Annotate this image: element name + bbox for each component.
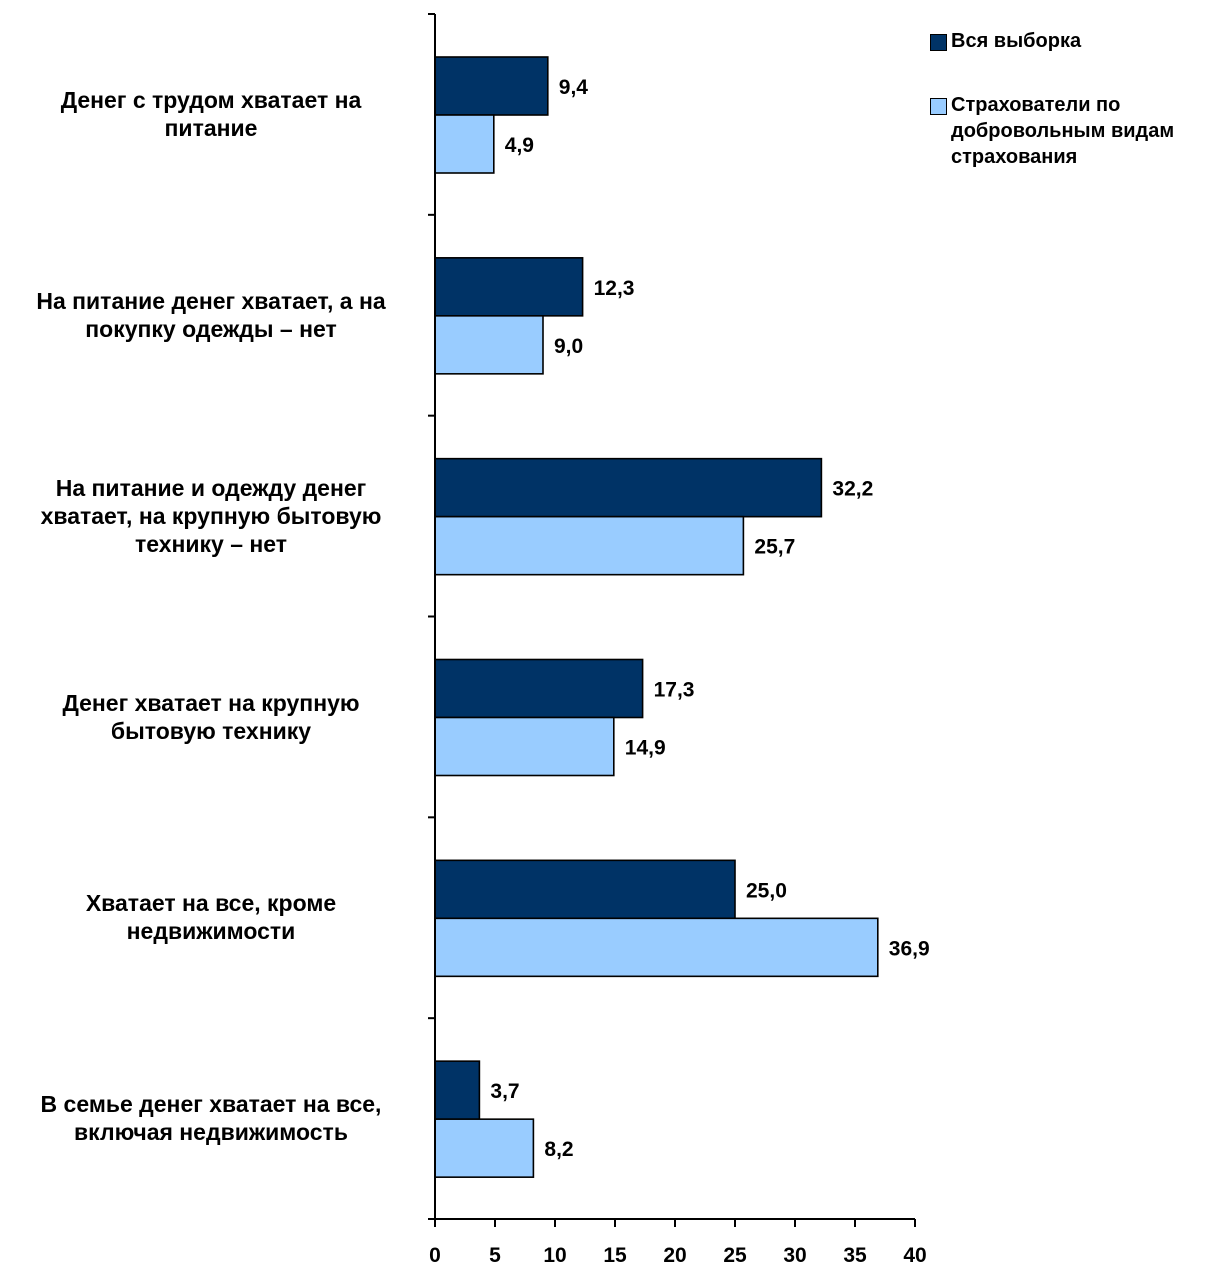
data-label-series-1-cat-4: 17,3 (654, 679, 695, 702)
bar-series-1-cat-4 (434, 658, 644, 719)
bar-series-2-cat-1 (434, 114, 495, 174)
x-tick-label: 15 (603, 1244, 627, 1267)
data-label-series-2-cat-5: 36,9 (889, 937, 930, 960)
bar-series-1-cat-5 (434, 859, 736, 920)
data-label-series-2-cat-2: 9,0 (554, 335, 583, 358)
bar-series-1-cat-2 (434, 257, 584, 317)
category-label-4: Денег хватает на крупную бытовую технику (62, 689, 360, 744)
data-label-series-2-cat-3: 25,7 (754, 536, 795, 559)
x-tick-label: 25 (723, 1244, 747, 1267)
category-label-2: На питание денег хватает, а на покупку од… (36, 287, 386, 342)
bar-series-2-cat-4 (434, 716, 615, 777)
x-tick-label: 0 (429, 1244, 441, 1267)
bar-series-1-cat-1 (434, 56, 549, 116)
category-label-3: На питание и одежду денег хватает, на кру… (40, 474, 382, 557)
data-label-series-1-cat-6: 3,7 (490, 1080, 519, 1103)
legend-item-insured: Страхователи по добровольным видам страх… (930, 92, 1222, 170)
bar-series-1-cat-6 (434, 1060, 481, 1120)
category-label-5: Хватает на все, кроме недвижимости (85, 890, 337, 945)
data-label-series-2-cat-1: 4,9 (505, 134, 534, 157)
legend: Вся выборка Страхователи по добровольным… (930, 28, 1222, 208)
bar-series-2-cat-2 (434, 315, 544, 375)
bar-series-2-cat-6 (434, 1118, 535, 1178)
legend-item-all-sample: Вся выборка (930, 28, 1222, 54)
legend-label-all-sample: Вся выборка (951, 30, 1082, 52)
data-label-series-1-cat-2: 12,3 (594, 277, 635, 300)
x-tick-label: 40 (903, 1244, 926, 1267)
x-tick-label: 10 (543, 1244, 566, 1267)
bar-series-2-cat-5 (434, 917, 879, 978)
x-tick-label: 20 (663, 1244, 686, 1267)
legend-label-insured: Страхователи по добровольным видам страх… (951, 94, 1175, 168)
bar-series-2-cat-3 (434, 515, 745, 576)
x-tick-label: 35 (843, 1244, 867, 1267)
bar-series-1-cat-3 (434, 457, 823, 518)
legend-swatch-light (930, 98, 947, 115)
data-label-series-2-cat-6: 8,2 (544, 1138, 573, 1161)
legend-swatch-dark (930, 34, 947, 51)
category-label-6: В семье денег хватает на все, включая нед… (40, 1091, 382, 1146)
x-tick-label: 5 (489, 1244, 501, 1267)
data-label-series-2-cat-4: 14,9 (625, 737, 666, 760)
x-tick-label: 30 (783, 1244, 806, 1267)
category-label-1: Денег с трудом хватает на питание (60, 87, 362, 141)
data-label-series-1-cat-1: 9,4 (559, 76, 589, 99)
data-label-series-1-cat-3: 32,2 (832, 478, 873, 501)
data-label-series-1-cat-5: 25,0 (746, 879, 787, 902)
